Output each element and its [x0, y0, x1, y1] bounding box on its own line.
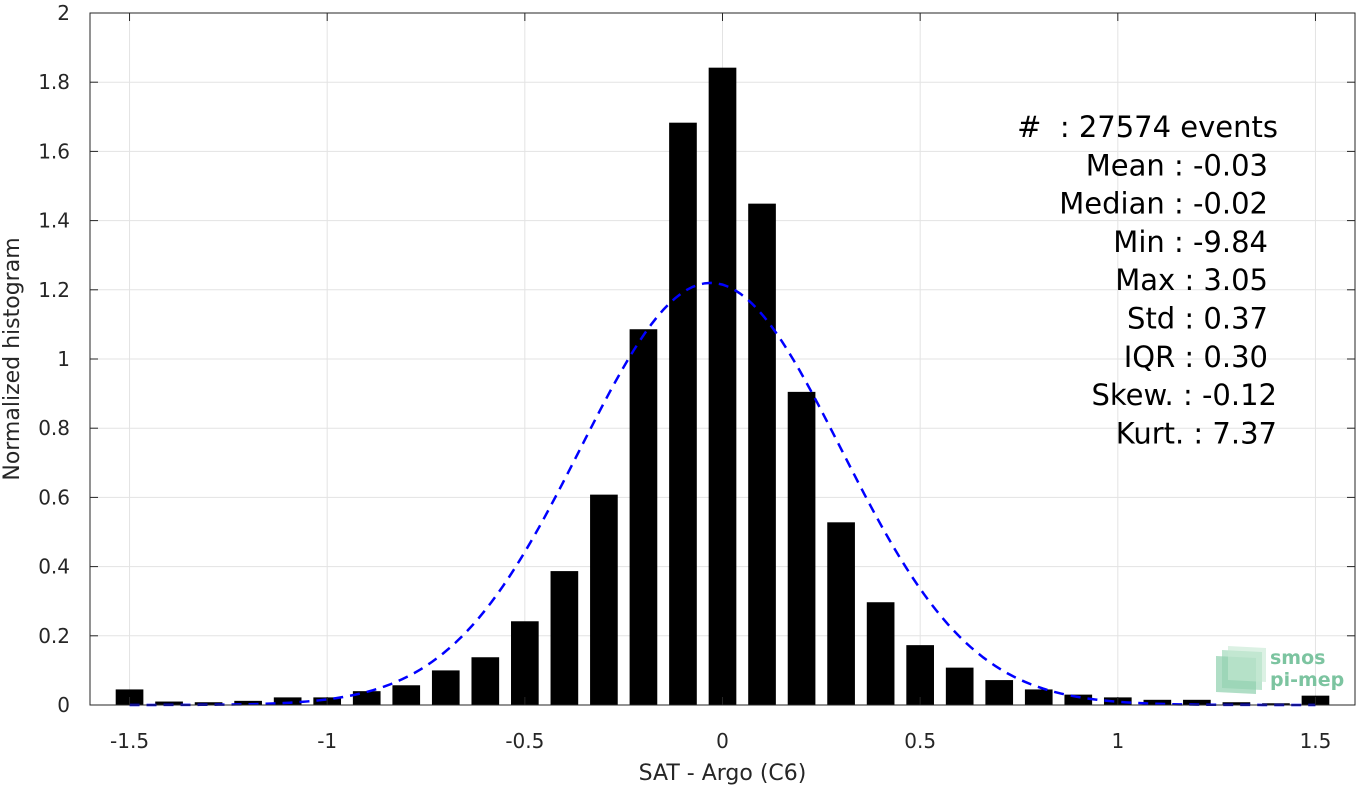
histogram-bar [629, 329, 658, 705]
histogram-bar [155, 701, 183, 705]
histogram-bar [431, 670, 460, 705]
logo-line2: pi-mep [1270, 669, 1344, 691]
histogram-bar [906, 645, 934, 705]
y-tick-label: 0.6 [38, 485, 70, 509]
histogram-bar [392, 685, 421, 705]
stats-line: Mean : -0.03 [1086, 148, 1268, 182]
histogram-bar [1222, 702, 1251, 705]
y-tick-label: 1.2 [38, 278, 70, 302]
smos-pimep-logo: smos pi-mep [1216, 646, 1344, 694]
histogram-bar [194, 702, 223, 705]
histogram-bar [787, 391, 816, 705]
histogram-bar [866, 602, 895, 705]
stats-line: # : 27574 events [1017, 110, 1278, 144]
y-tick-label: 0 [57, 693, 70, 717]
gaussian-fit-curve [129, 281, 1316, 707]
stats-annotation: # : 27574 events Mean : -0.03 Median : -0.… [1017, 110, 1278, 450]
stats-line: Min : -9.84 [1113, 225, 1268, 259]
histogram-bar [827, 522, 855, 705]
histogram-bar [669, 122, 697, 705]
histogram-bar [273, 697, 302, 705]
histogram-bar [985, 680, 1014, 705]
stats-line: Std : 0.37 [1127, 302, 1268, 336]
histogram-bar [471, 657, 500, 705]
histogram-bar [1024, 689, 1053, 705]
y-tick-label: 1 [57, 347, 70, 371]
stats-line: Median : -0.02 [1059, 187, 1268, 221]
logo-mark-icon [1216, 646, 1266, 694]
histogram-bar [945, 667, 974, 705]
y-axis-label: Normalized histogram [0, 237, 25, 480]
x-tick-label: -0.5 [505, 729, 544, 753]
y-tick-label: 0.4 [38, 555, 70, 579]
y-tick-label: 1.4 [38, 209, 70, 233]
y-tick-label: 1.8 [38, 70, 70, 94]
histogram-bars [115, 67, 1330, 706]
x-axis-label: SAT - Argo (C6) [639, 761, 807, 786]
stats-line: Max : 3.05 [1115, 263, 1268, 297]
x-tick-label: 0.5 [904, 729, 936, 753]
y-axis-ticks: 0 0.2 0.4 0.6 0.8 1 1.2 1.4 1.6 1.8 2 [38, 1, 1355, 717]
histogram-bar [1143, 699, 1172, 705]
x-axis-ticks: -1.5 -1 -0.5 0 0.5 1 1.5 [110, 13, 1331, 753]
stats-line: Skew. : -0.12 [1091, 378, 1277, 412]
histogram-bar [1183, 699, 1211, 705]
histogram-bar [748, 203, 776, 705]
x-tick-label: -1 [317, 729, 337, 753]
y-tick-label: 0.8 [38, 416, 70, 440]
y-tick-label: 1.6 [38, 139, 70, 163]
stats-line: IQR : 0.30 [1124, 340, 1268, 374]
x-tick-label: 0 [716, 729, 729, 753]
histogram-bar [708, 67, 737, 706]
histogram-bar [550, 571, 579, 705]
stats-line: Kurt. : 7.37 [1116, 416, 1277, 450]
logo-line1: smos [1270, 647, 1325, 669]
histogram-bar [590, 494, 618, 705]
x-tick-label: -1.5 [110, 729, 149, 753]
y-tick-label: 0.2 [38, 624, 70, 648]
y-tick-label: 2 [57, 1, 70, 25]
x-tick-label: 1 [1111, 729, 1124, 753]
histogram-bar [1064, 694, 1093, 705]
histogram-bar [511, 621, 539, 705]
x-tick-label: 1.5 [1300, 729, 1332, 753]
histogram-bar [234, 700, 262, 705]
